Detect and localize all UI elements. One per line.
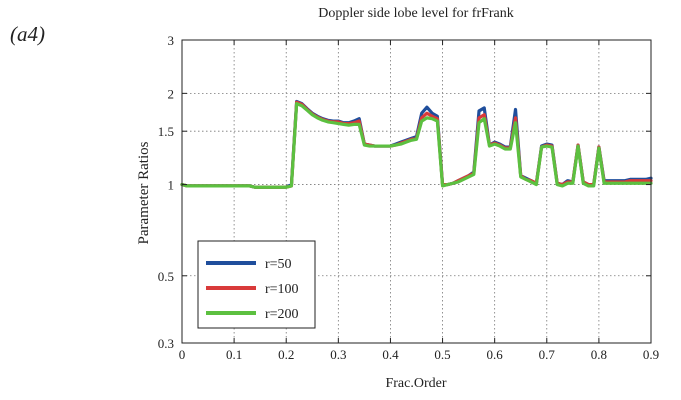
x-tick-label: 0.1 [226,347,242,362]
legend-label-r-100: r=100 [265,282,299,297]
plot-frame [181,39,652,344]
y-tick-label: 0.3 [158,336,174,351]
x-tick-label: 0.9 [643,347,659,362]
chart-title: Doppler side lobe level for frFrank [318,6,514,21]
legend: r=50 r=100 r=200 [197,240,316,329]
y-tick-label: 0.5 [158,269,174,284]
x-tick-label: 0.3 [330,347,346,362]
tick-layer: 0 0.1 0.2 0.3 0.4 0.5 0.6 0.7 0.8 0.9 0.3 0.5 1 1.5 2 3 [158,33,659,362]
y-tick-label: 2 [168,86,175,101]
series-layer [180,99,653,189]
y-tick-label: 3 [168,33,175,48]
y-tick-label: 1.5 [158,124,174,139]
y-tick-label: 1 [168,178,175,193]
series-line-r-200 [180,102,653,189]
x-axis-label: Frac.Order [385,376,446,391]
x-tick-label: 0.2 [278,347,294,362]
x-tick-label: 0.6 [487,347,504,362]
x-tick-label: 0.8 [591,347,607,362]
legend-label-r-50: r=50 [265,257,292,272]
x-tick-label: 0.4 [382,347,399,362]
y-axis-label: Parameter Ratios [136,141,152,244]
panel-label: (a4) [10,22,45,46]
x-tick-label: 0 [179,347,186,362]
x-tick-label: 0.7 [539,347,556,362]
x-tick-label: 0.5 [434,347,450,362]
legend-label-r-200: r=200 [265,307,299,322]
